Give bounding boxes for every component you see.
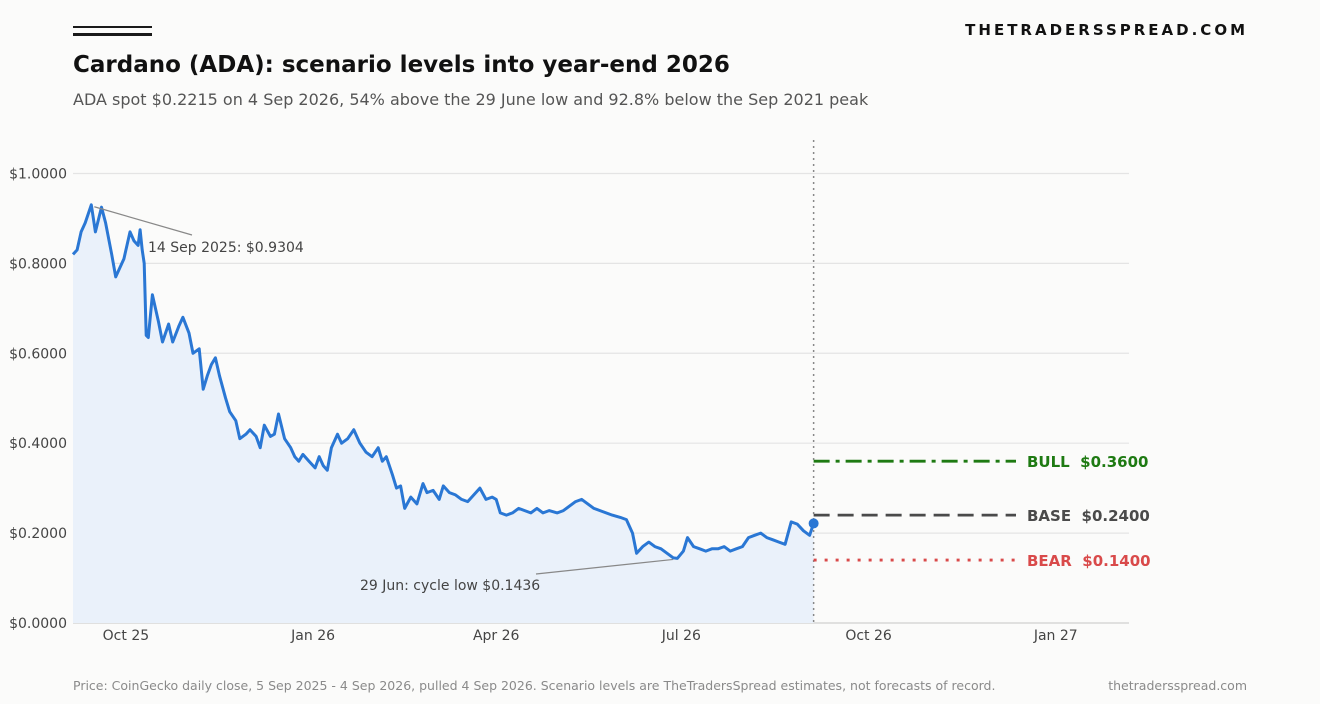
annotation-peak: 14 Sep 2025: $0.9304 <box>148 240 304 256</box>
y-axis-ticks: $0.0000 $0.2000 $0.4000 $0.6000 $0.8000 $1.00… <box>9 166 67 632</box>
x-tick-label: Oct 25 <box>103 628 149 644</box>
x-tick-label: Jul 26 <box>661 628 701 644</box>
y-tick-label: $0.0000 <box>9 616 67 632</box>
x-tick-label: Jan 26 <box>290 628 335 644</box>
source-note: Price: CoinGecko daily close, 5 Sep 2025… <box>73 678 995 693</box>
footer-site: thetradersspread.com <box>1108 678 1247 693</box>
scenario-label-bull: BULL $0.3600 <box>1027 453 1149 471</box>
x-tick-label: Apr 26 <box>473 628 520 644</box>
annotation-low: 29 Jun: cycle low $0.1436 <box>360 578 540 594</box>
y-tick-label: $0.8000 <box>9 256 67 272</box>
y-tick-label: $1.0000 <box>9 166 67 182</box>
scenario-levels: BULL $0.3600 BASE $0.2400 BEAR $0.1400 <box>814 453 1151 570</box>
x-tick-label: Oct 26 <box>845 628 892 644</box>
y-tick-label: $0.4000 <box>9 436 67 452</box>
scenario-label-base: BASE $0.2400 <box>1027 507 1150 525</box>
annotation-leader <box>94 207 192 235</box>
scenario-label-bear: BEAR $0.1400 <box>1027 552 1151 570</box>
current-price-marker <box>809 518 819 528</box>
y-tick-label: $0.6000 <box>9 346 67 362</box>
price-area-fill <box>73 205 814 623</box>
x-tick-label: Jan 27 <box>1033 628 1078 644</box>
y-tick-label: $0.2000 <box>9 526 67 542</box>
x-axis-ticks: Oct 25 Jan 26 Apr 26 Jul 26 Oct 26 Jan 27 <box>103 628 1078 644</box>
